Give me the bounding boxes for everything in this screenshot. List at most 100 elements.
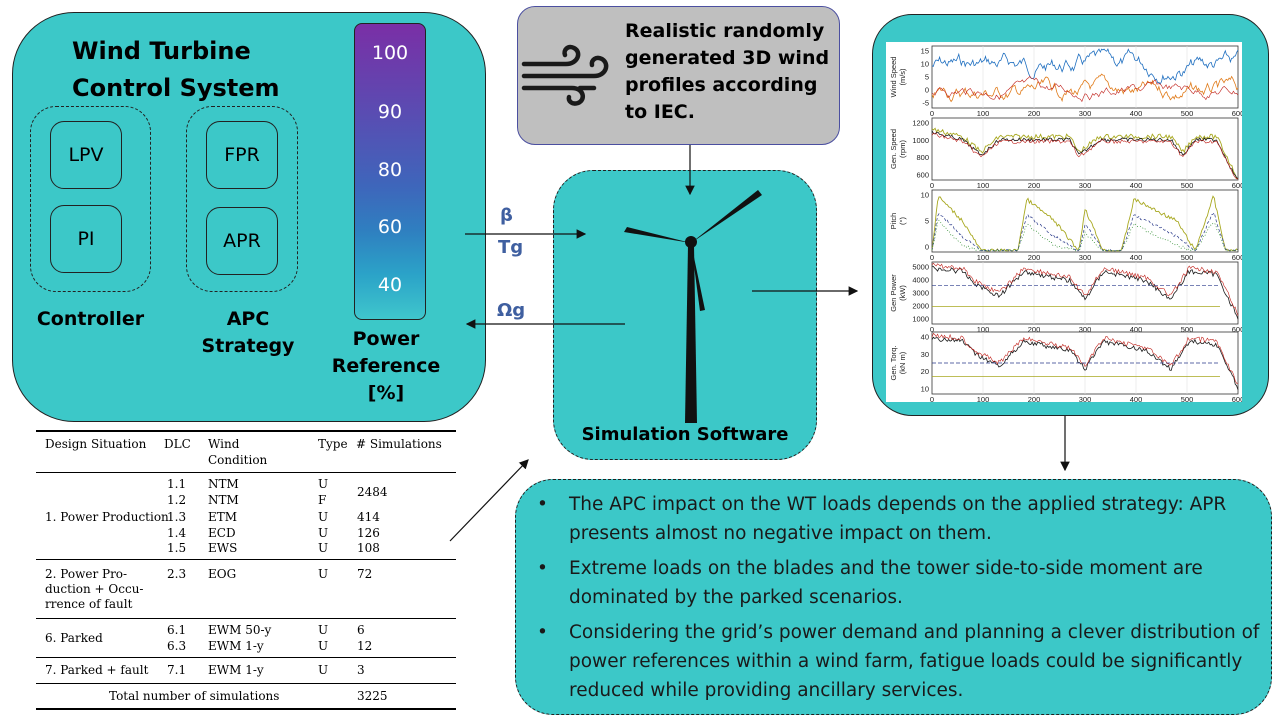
power-reference-line-2: Reference [%] [331, 355, 441, 404]
y-axis-label-2: Gen. Speed [889, 129, 898, 169]
table-top-rule [36, 430, 456, 432]
x-tick-label: 600 [1232, 395, 1242, 402]
strategy-group [186, 106, 298, 292]
wind-speed-trace-red [931, 75, 1239, 103]
controller-label: Controller [36, 308, 145, 330]
y-tick-label: 20 [921, 367, 929, 376]
y-axis-unit-2: (rpm) [898, 140, 907, 158]
total-label: Total number of simulations [109, 689, 280, 703]
y-tick-label: 10 [921, 191, 929, 200]
table-rule-2 [36, 559, 456, 560]
dlc-1-5: 1.5 [167, 541, 187, 555]
strategy-fpr-label: FPR [224, 144, 260, 166]
x-tick-label: 200 [1028, 181, 1041, 190]
wind-2-3: EOG [208, 567, 237, 581]
y-tick-label: 4000 [912, 276, 929, 285]
control-system-title: Wind Turbine Control System [72, 33, 280, 107]
conclusion-item-3: Considering the grid’s power demand and … [535, 618, 1260, 705]
simulation-software-label: Simulation Software [581, 424, 789, 445]
x-tick-label: 400 [1130, 109, 1143, 118]
strategy-label-line-2: Strategy [201, 335, 295, 357]
x-tick-label: 200 [1028, 109, 1041, 118]
x-tick-label: 300 [1079, 395, 1092, 402]
signal-omega: Ωg [497, 300, 526, 321]
strategy-label-line-1: APC [226, 308, 270, 330]
type-2-3: U [318, 567, 329, 581]
x-tick-label: 0 [930, 109, 934, 118]
type-1-4: U [318, 526, 329, 540]
table-rule-3 [36, 618, 456, 619]
controller-lpv-label: LPV [68, 144, 104, 166]
y-axis-label-4: Gen Power [889, 274, 898, 312]
power-reference-scale [354, 23, 426, 320]
situation-parked-fault: 7. Parked + fault [45, 663, 149, 677]
type-6-1: U [318, 623, 329, 637]
table-header-rule [36, 472, 456, 473]
y-axis-unit-1: (m/s) [898, 68, 907, 86]
signal-tg: Tg [498, 237, 524, 258]
wind-6-3: EWM 1-y [208, 639, 264, 653]
x-tick-label: 400 [1130, 253, 1143, 262]
sims-1-4: 126 [357, 526, 380, 540]
sims-1-5: 108 [357, 541, 380, 555]
dlc-6-3: 6.3 [167, 639, 187, 653]
title-line-1: Wind Turbine [72, 37, 251, 65]
x-tick-label: 600 [1232, 181, 1242, 190]
wind-line-4: to IEC. [625, 101, 695, 123]
controller-pi-label: PI [77, 228, 95, 250]
y-tick-label: 30 [921, 350, 929, 359]
scale-tick-90: 90 [377, 101, 403, 123]
header-design-situation: Design Situation [45, 437, 147, 451]
situation-power-production: 1. Power Production [45, 510, 169, 524]
scale-tick-40: 40 [377, 274, 403, 296]
x-tick-label: 100 [977, 181, 990, 190]
y-tick-label: 5 [925, 73, 929, 82]
x-tick-label: 500 [1181, 253, 1194, 262]
y-axis-label-1: Wind Speed [889, 57, 898, 98]
x-tick-label: 600 [1232, 253, 1242, 262]
x-tick-label: 500 [1181, 109, 1194, 118]
wind-turbine-icon [624, 190, 762, 423]
wind-1-4: ECD [208, 526, 236, 540]
type-1-5: U [318, 541, 329, 555]
wind-6-1: EWM 50-y [208, 623, 272, 637]
dlc-1-4: 1.4 [167, 526, 187, 540]
sims-6-1: 6 [357, 623, 365, 637]
wind-1-2: NTM [208, 493, 239, 507]
x-tick-label: 500 [1181, 395, 1194, 402]
dlc-6-1: 6.1 [167, 623, 187, 637]
header-condition: Condition [208, 453, 268, 467]
y-axis-unit-5: (kN m) [898, 351, 907, 374]
gen-speed-trace-olive [931, 127, 1239, 180]
header-simulations: # Simulations [356, 437, 442, 451]
y-tick-label: 2000 [912, 302, 929, 311]
situation-fault-line-2: duction + Occu- [45, 582, 144, 596]
type-7-1: U [318, 663, 329, 677]
y-tick-label: 10 [921, 60, 929, 69]
x-tick-label: 200 [1028, 325, 1041, 334]
x-tick-label: 100 [977, 109, 990, 118]
x-tick-label: 300 [1079, 253, 1092, 262]
conclusion-item-1: The APC impact on the WT loads depends o… [535, 490, 1260, 548]
x-tick-label: 500 [1181, 181, 1194, 190]
wind-7-1: EWM 1-y [208, 663, 264, 677]
y-tick-label: 0 [925, 86, 929, 95]
scale-tick-60: 60 [377, 216, 403, 238]
situation-fault-line-1: 2. Power Pro- [45, 567, 128, 581]
y-axis-unit-3: (°) [898, 217, 907, 225]
x-tick-label: 300 [1079, 109, 1092, 118]
x-tick-label: 0 [930, 395, 934, 402]
x-tick-label: 0 [930, 325, 934, 334]
y-axis-label-3: Pitch [889, 213, 898, 230]
y-axis-unit-4: (kW) [898, 285, 907, 301]
y-tick-label: 10 [921, 385, 929, 394]
x-tick-label: 600 [1232, 325, 1242, 334]
dlc-2-3: 2.3 [167, 567, 187, 581]
strategy-label: APC Strategy [186, 306, 310, 360]
y-tick-label: -5 [922, 99, 929, 108]
wind-icon [521, 44, 609, 106]
situation-fault-line-3: rrence of fault [45, 597, 133, 611]
x-tick-label: 100 [977, 395, 990, 402]
power-trace-dark [931, 265, 1239, 320]
